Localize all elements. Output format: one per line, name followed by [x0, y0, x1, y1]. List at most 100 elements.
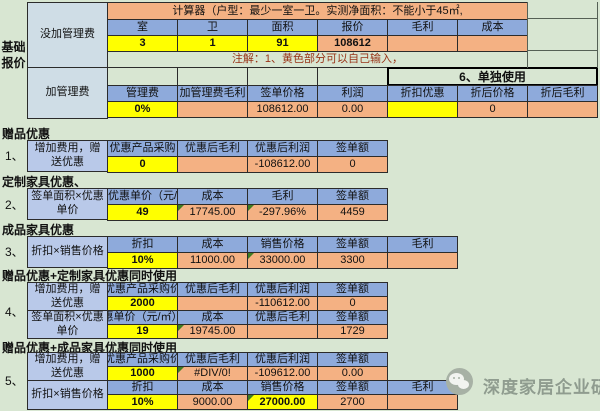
- input-cell[interactable]: 2000: [107, 296, 178, 311]
- row-number: 3、: [5, 245, 24, 259]
- value-cell-discount-price: 0: [457, 101, 528, 118]
- header-cell-area: 面积: [247, 19, 318, 36]
- value-cell: 1729: [317, 324, 388, 339]
- value-cell: 2700: [317, 394, 388, 410]
- group-label-base-quote: 基础 报价: [1, 40, 26, 70]
- input-cell-mgmt-fee[interactable]: 0%: [107, 101, 178, 118]
- section3-header-row: 折扣 成本 销售价格 签单额 毛利: [107, 236, 458, 253]
- header-cell: 毛利: [387, 236, 458, 253]
- value-cell-sign-price: 108612.00: [247, 101, 318, 118]
- header-cell-baths: 卫: [177, 19, 248, 36]
- header-cell: 优惠单价（元/: [107, 188, 178, 205]
- value-cell: [387, 394, 458, 410]
- value-cell-discount-margin: [527, 101, 598, 118]
- value-cell: -108612.00: [247, 156, 318, 173]
- section1-header-row: 优惠产品采购 优惠后毛利 优惠后利润 签单额: [107, 140, 388, 157]
- input-cell[interactable]: 49: [107, 204, 178, 221]
- header-cell: 签单额: [317, 310, 388, 325]
- header-cell-margin: 毛利: [387, 19, 458, 36]
- value-cell: [387, 252, 458, 269]
- input-cell-discount-offer[interactable]: [387, 101, 458, 118]
- value-cell: 0: [317, 156, 388, 173]
- watermark-text: 深度家居企业研究: [483, 378, 600, 397]
- value-cell-profit: 0.00: [317, 101, 388, 118]
- row-label-add-cost-gift: 增加费用，赠送优惠: [27, 282, 108, 311]
- section4-value-row-1: 2000 -110612.00 0: [107, 296, 388, 311]
- row-number: 4、: [5, 305, 24, 319]
- header-cell: 签单额: [317, 352, 388, 367]
- value-cell: [177, 156, 248, 173]
- section4-header-row-2: 惠单价（元/㎡） 成本 优惠后毛利 签单额: [107, 310, 388, 325]
- calc-title-cell: 计算器（户型：最少一室一卫。实测净面积：不能小于45㎡,: [107, 2, 528, 20]
- header-cell: 签单额: [317, 140, 388, 157]
- header-cell: 优惠产品采购价: [107, 352, 178, 367]
- header-cell: 惠单价（元/㎡）: [107, 310, 178, 325]
- note-cell: 注解：1、黄色部分可以自己输入，: [107, 51, 528, 68]
- row-label-area-times-unit: 签单面积×优惠单价: [27, 188, 108, 220]
- value-cell: 9000.00: [177, 394, 248, 410]
- section4-value-row-2: 19 19745.00 1729: [107, 324, 388, 339]
- input-cell[interactable]: 10%: [107, 252, 178, 269]
- header-cell: 成本: [177, 236, 248, 253]
- row-label-add-cost-gift: 增加费用，赠送优惠: [27, 352, 108, 381]
- value-cell: [247, 324, 318, 339]
- header-cell-discount-price: 折后价格: [457, 85, 528, 102]
- header-cell-sign-price: 签单价格: [247, 85, 318, 102]
- mgmt-header-row: 管理费 加管理费毛利 签单价格 利润 折扣优惠 折后价格 折后毛利: [107, 85, 598, 102]
- header-cell: 优惠产品采购价: [107, 282, 178, 297]
- row-label-discount-times-price: 折扣×销售价格: [27, 236, 108, 268]
- input-cell[interactable]: 1000: [107, 366, 178, 381]
- header-cell: 折扣: [107, 236, 178, 253]
- header-cell: 毛利: [247, 188, 318, 205]
- value-cell: 27000.00: [247, 394, 318, 410]
- header-cell-discount-margin: 折后毛利: [527, 85, 598, 102]
- section3-value-row: 10% 11000.00 33000.00 3300: [107, 252, 458, 269]
- wechat-icon: [446, 368, 473, 395]
- value-cell: 0: [317, 296, 388, 311]
- gridline: [597, 2, 598, 68]
- gridline: [527, 2, 528, 68]
- input-cell-baths[interactable]: 1: [177, 35, 248, 52]
- calc-header-row: 室 卫 面积 报价 毛利 成本: [107, 19, 528, 36]
- header-cell-mgmt-fee: 管理费: [107, 85, 178, 102]
- input-cell[interactable]: 10%: [107, 394, 178, 410]
- row-label-mgmt-fee: 加管理费: [27, 67, 108, 119]
- input-cell[interactable]: 0: [107, 156, 178, 173]
- section-title-custom-furniture: 定制家具优惠、: [2, 175, 87, 189]
- input-cell-area[interactable]: 91: [247, 35, 318, 52]
- header-cell: 优惠产品采购: [107, 140, 178, 157]
- section-title-gift: 赠品优惠: [2, 127, 51, 141]
- value-cell: 3300: [317, 252, 388, 269]
- header-cell: 成本: [177, 310, 248, 325]
- section5-header-row-1: 优惠产品采购价 优惠后毛利 优惠后利润 签单额: [107, 352, 388, 367]
- row-number: 5、: [5, 374, 24, 388]
- value-cell-cost: [457, 35, 528, 52]
- section-title-gift-plus-custom: 赠品优惠+定制家具优惠同时使用: [2, 269, 178, 283]
- standalone-use-title: 6、单独使用: [387, 67, 598, 86]
- header-cell: 优惠后利润: [247, 140, 318, 157]
- section1-value-row: 0 -108612.00 0: [107, 156, 388, 173]
- header-cell-discount-offer: 折扣优惠: [387, 85, 458, 102]
- gridline: [527, 18, 598, 19]
- header-cell-quote: 报价: [317, 19, 388, 36]
- row-label-area-times-unit: 签单面积×优惠单价: [27, 310, 108, 339]
- input-cell-rooms[interactable]: 3: [107, 35, 178, 52]
- value-cell: -109612.00: [247, 366, 318, 381]
- header-cell: 成本: [177, 380, 248, 395]
- spacer-row: [107, 67, 388, 86]
- header-cell: 优惠后利润: [247, 352, 318, 367]
- section5-value-row-2: 10% 9000.00 27000.00 2700: [107, 394, 458, 410]
- mgmt-value-row: 0% 108612.00 0.00 0: [107, 101, 598, 118]
- value-cell: 0.00: [317, 366, 388, 381]
- value-cell: #DIV/0!: [177, 366, 248, 381]
- section2-header-row: 优惠单价（元/ 成本 毛利 签单额: [107, 188, 388, 205]
- section5-value-row-1: 1000 #DIV/0! -109612.00 0.00: [107, 366, 388, 381]
- section-title-finished-furniture: 成品家具优惠: [2, 223, 75, 237]
- value-cell: 17745.00: [177, 204, 248, 221]
- header-cell: 签单额: [317, 282, 388, 297]
- header-cell: 签单额: [317, 380, 388, 395]
- header-cell: 优惠后利润: [247, 282, 318, 297]
- input-cell[interactable]: 19: [107, 324, 178, 339]
- value-cell: 4459: [317, 204, 388, 221]
- header-cell: 优惠后毛利: [177, 282, 248, 297]
